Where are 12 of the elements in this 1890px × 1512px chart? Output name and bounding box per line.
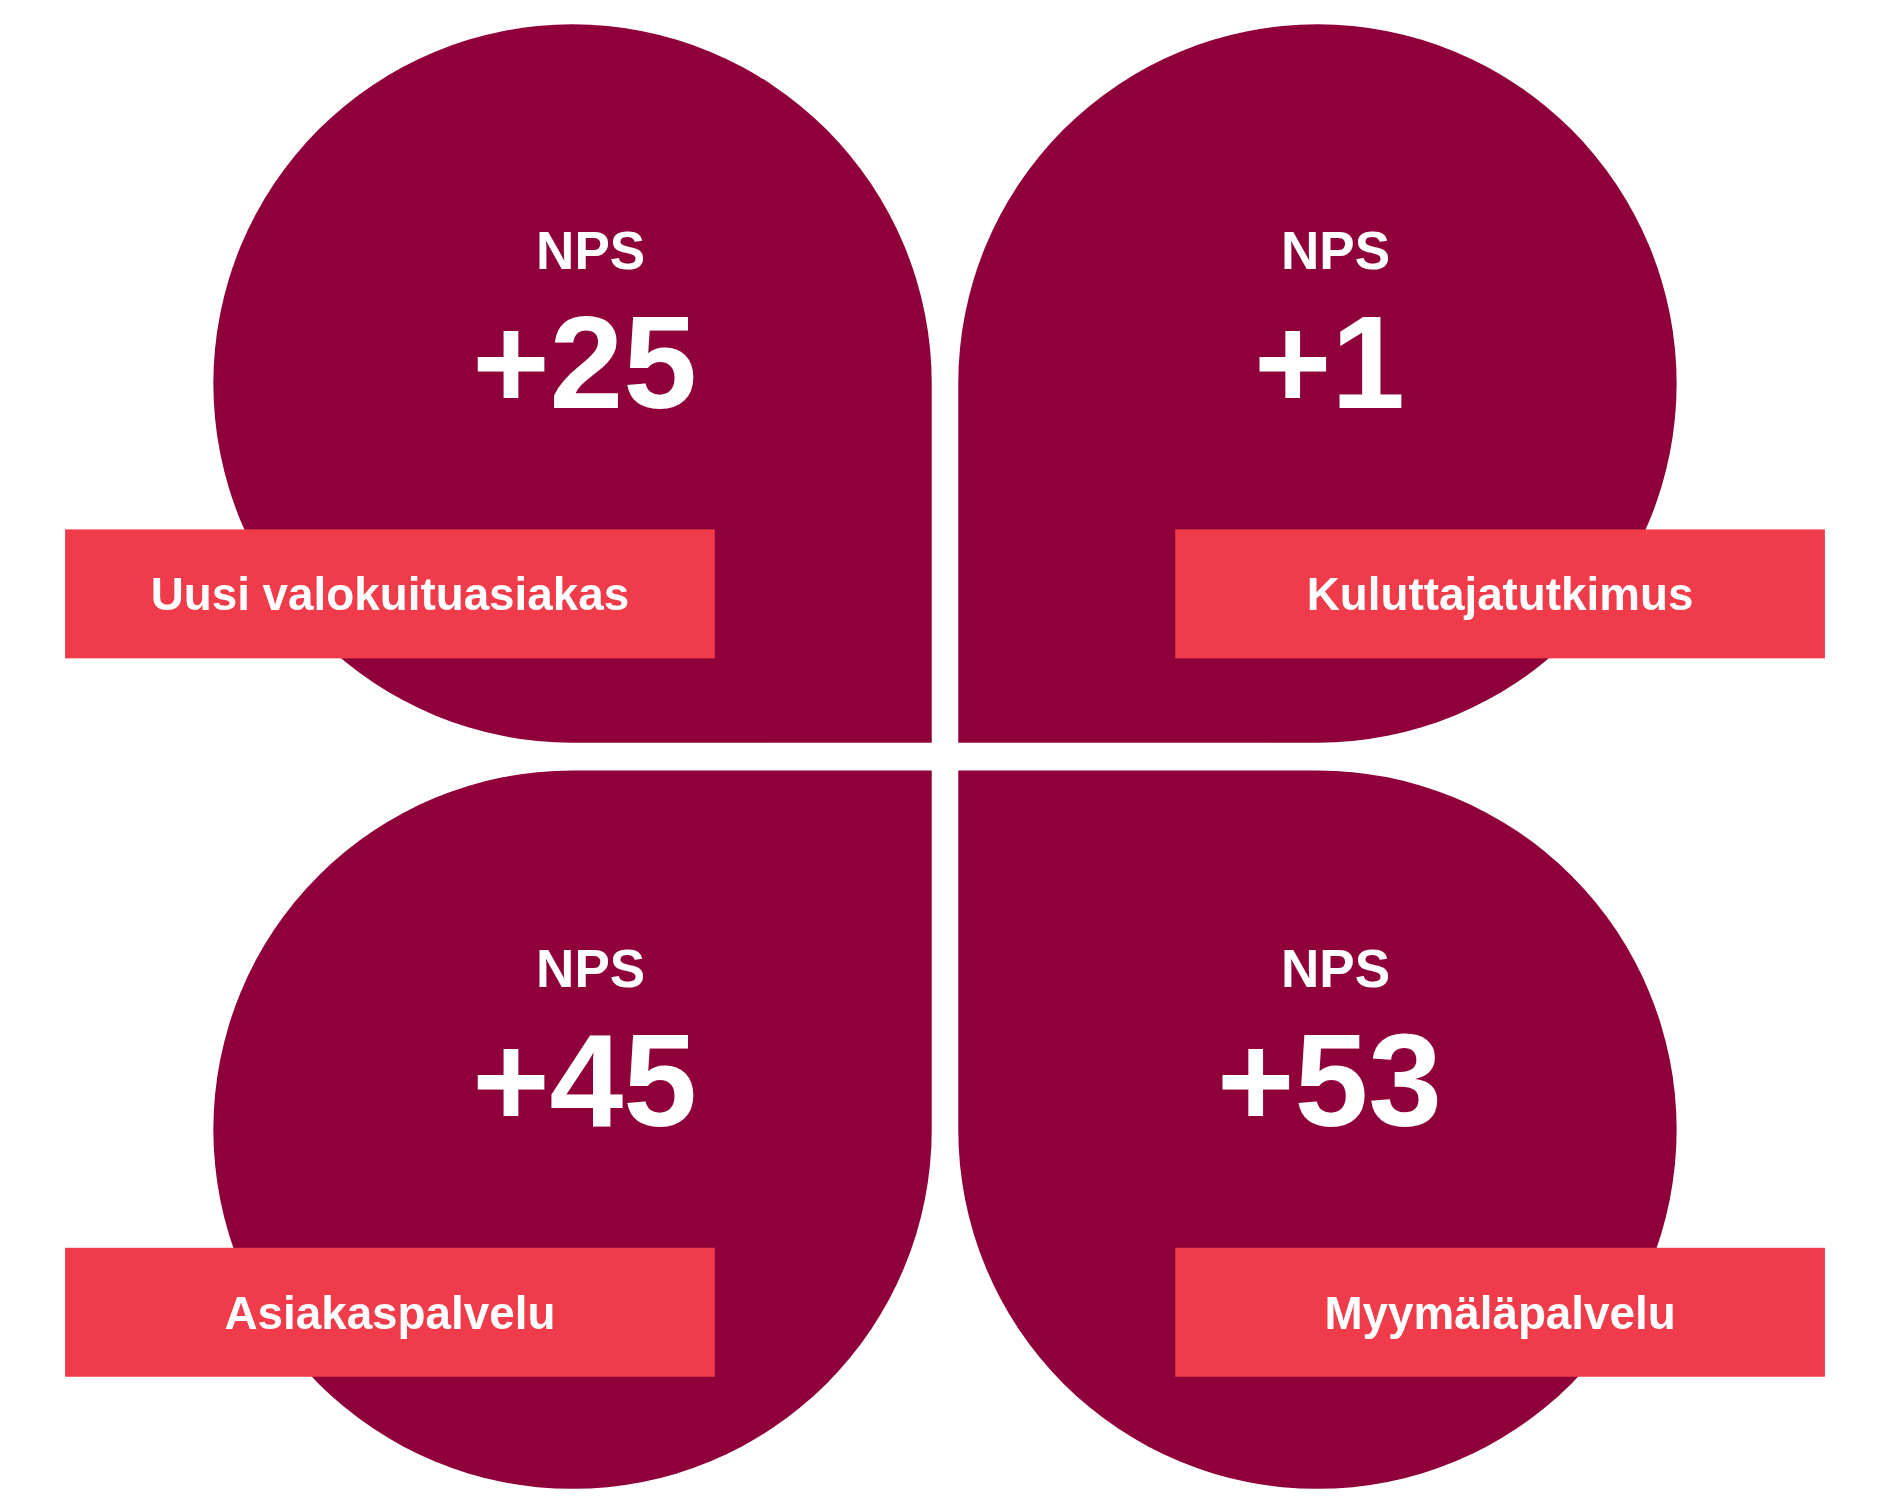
data-label: +45 <box>472 1006 698 1155</box>
text: NPS <box>1281 939 1391 999</box>
category-label: Asiakaspalvelu <box>224 1287 556 1339</box>
text: NPS <box>1281 221 1391 281</box>
category-label: Kuluttajatutkimus <box>1306 569 1694 621</box>
category-label: Myymäläpalvelu <box>1324 1287 1676 1339</box>
text: NPS <box>536 939 646 999</box>
data-label: +53 <box>1217 1006 1442 1155</box>
data-label: +25 <box>472 287 698 436</box>
data-label: +1 <box>1253 287 1406 436</box>
category-label: Uusi valokuituasiakas <box>150 569 630 621</box>
text: NPS <box>536 221 646 281</box>
